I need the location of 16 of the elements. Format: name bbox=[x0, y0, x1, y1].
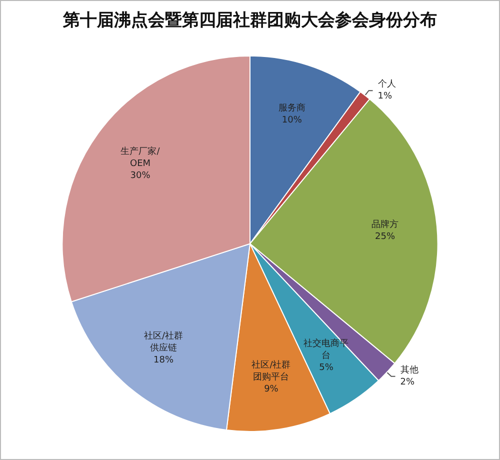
data-label: 18% bbox=[154, 355, 174, 366]
slice-label: 个人 bbox=[378, 78, 396, 90]
slice-label: 其他 bbox=[400, 364, 418, 376]
data-label: 9% bbox=[264, 384, 279, 395]
data-label: 1% bbox=[378, 92, 392, 102]
data-label: 25% bbox=[375, 232, 396, 242]
slice-label: 社区/社群供应链 bbox=[144, 330, 184, 354]
slice-label: 品牌方 bbox=[372, 218, 399, 230]
slice-label: 服务商 bbox=[278, 102, 306, 114]
data-label: 2% bbox=[400, 377, 415, 388]
data-label: 5% bbox=[319, 362, 334, 373]
slice-label: 生产厂家/OEM bbox=[120, 146, 161, 170]
data-label: 10% bbox=[282, 116, 302, 126]
chart-title: 第十届沸点会暨第四届社群团购大会参会身份分布 bbox=[62, 10, 437, 30]
slice-label: 社区/社群团购平台 bbox=[252, 360, 291, 383]
data-label: 30% bbox=[130, 171, 151, 182]
